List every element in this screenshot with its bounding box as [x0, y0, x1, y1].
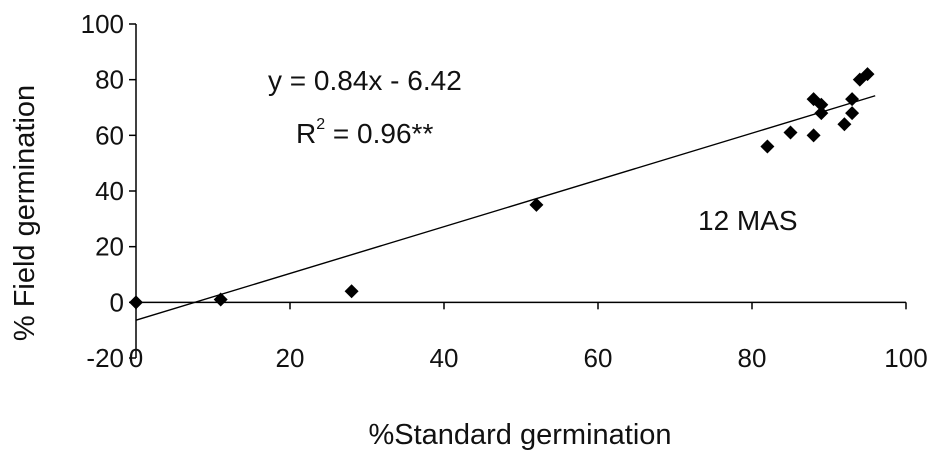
data-point [806, 128, 821, 143]
y-tick-label: 80 [95, 65, 124, 95]
data-point [814, 106, 829, 121]
data-point [845, 106, 860, 121]
data-points [129, 67, 875, 310]
data-point [837, 117, 852, 132]
data-point [213, 292, 228, 307]
y-tick-label: -20 [86, 343, 124, 373]
data-point [529, 197, 544, 212]
data-point [344, 284, 359, 299]
data-point [783, 125, 798, 140]
data-point [760, 139, 775, 154]
data-point [129, 295, 143, 310]
x-tick-label: 0 [129, 343, 143, 373]
axes [129, 23, 907, 359]
data-point [814, 97, 829, 112]
y-tick-label: 20 [95, 232, 124, 262]
x-tick-label: 40 [430, 343, 459, 373]
data-point [860, 67, 875, 82]
r-squared-r: R [296, 118, 316, 149]
equation-label: y = 0.84x - 6.42 [268, 65, 462, 96]
x-tick-label: 80 [738, 343, 767, 373]
y-axis-title: % Field germination [9, 85, 41, 341]
x-tick-label: 100 [884, 343, 927, 373]
trendline [135, 95, 876, 321]
r-squared-label: R2 = 0.96** [296, 116, 433, 149]
r-squared-value: = 0.96** [325, 118, 433, 149]
x-tick-label: 20 [276, 343, 305, 373]
data-point [845, 92, 860, 107]
y-tick-label: 60 [95, 120, 124, 150]
r-squared-superscript: 2 [316, 116, 325, 133]
stage-label: 12 MAS [698, 205, 798, 236]
x-tick-label: 60 [584, 343, 613, 373]
y-tick-label: 0 [110, 287, 124, 317]
trendline-group [135, 95, 876, 321]
y-tick-label: 40 [95, 176, 124, 206]
x-axis-title: %Standard germination [368, 419, 671, 451]
y-tick-label: 100 [81, 9, 124, 39]
